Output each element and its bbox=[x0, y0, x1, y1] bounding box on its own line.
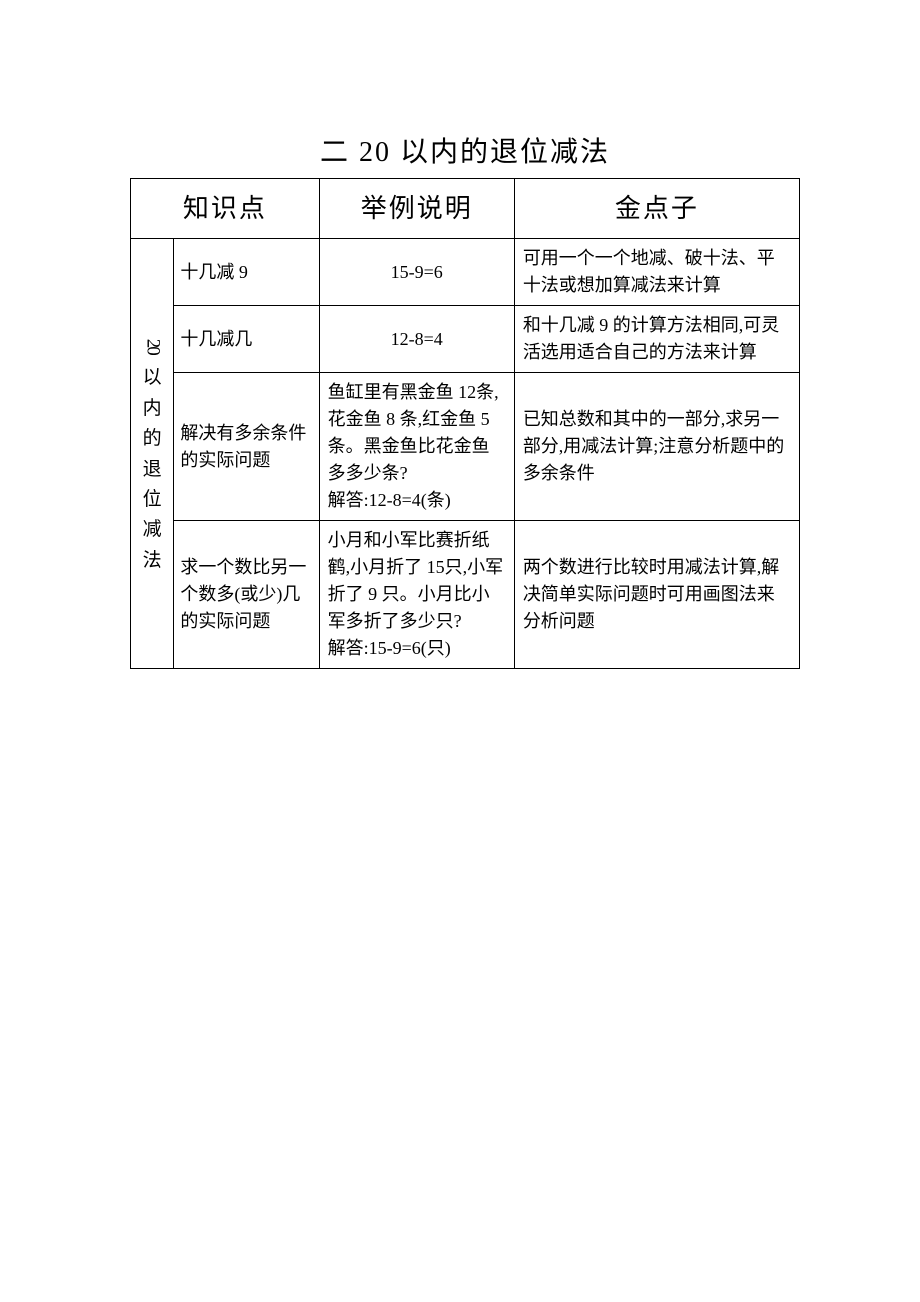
main-table: 知识点 举例说明 金点子 20 以 内 的 退 位 减 法 十几减 9 15-9… bbox=[130, 178, 800, 669]
vertical-char: 内 bbox=[139, 394, 165, 424]
vertical-char: 法 bbox=[139, 546, 165, 576]
page-title: 二 20 以内的退位减法 bbox=[130, 130, 800, 170]
vertical-char: 减 bbox=[139, 515, 165, 545]
example-cell: 15-9=6 bbox=[319, 239, 514, 306]
vertical-char: 退 bbox=[139, 455, 165, 485]
example-cell: 小月和小军比赛折纸鹤,小月折了 15只,小军折了 9 只。小月比小军多折了多少只… bbox=[319, 521, 514, 669]
tip-cell: 已知总数和其中的一部分,求另一部分,用减法计算;注意分析题中的多余条件 bbox=[514, 373, 799, 521]
vertical-char: 的 bbox=[139, 424, 165, 454]
table-row: 十几减几 12-8=4 和十几减 9 的计算方法相同,可灵活选用适合自己的方法来… bbox=[131, 306, 800, 373]
sub-label: 解决有多余条件的实际问题 bbox=[174, 373, 319, 521]
table-row: 求一个数比另一个数多(或少)几的实际问题 小月和小军比赛折纸鹤,小月折了 15只… bbox=[131, 521, 800, 669]
tip-cell: 和十几减 9 的计算方法相同,可灵活选用适合自己的方法来计算 bbox=[514, 306, 799, 373]
header-knowledge: 知识点 bbox=[131, 179, 320, 239]
sub-label: 十几减 9 bbox=[174, 239, 319, 306]
vertical-char: 以 bbox=[139, 363, 165, 393]
sub-label: 十几减几 bbox=[174, 306, 319, 373]
vertical-char: 位 bbox=[139, 485, 165, 515]
table-row: 解决有多余条件的实际问题 鱼缸里有黑金鱼 12条,花金鱼 8 条,红金鱼 5 条… bbox=[131, 373, 800, 521]
tip-cell: 可用一个一个地减、破十法、平十法或想加算减法来计算 bbox=[514, 239, 799, 306]
vertical-label-20: 20 bbox=[137, 333, 167, 359]
example-cell: 12-8=4 bbox=[319, 306, 514, 373]
header-example: 举例说明 bbox=[319, 179, 514, 239]
example-cell: 鱼缸里有黑金鱼 12条,花金鱼 8 条,红金鱼 5 条。黑金鱼比花金鱼多多少条?… bbox=[319, 373, 514, 521]
sub-label: 求一个数比另一个数多(或少)几的实际问题 bbox=[174, 521, 319, 669]
tip-cell: 两个数进行比较时用减法计算,解决简单实际问题时可用画图法来分析问题 bbox=[514, 521, 799, 669]
header-tip: 金点子 bbox=[514, 179, 799, 239]
table-row: 20 以 内 的 退 位 减 法 十几减 9 15-9=6 可用一个一个地减、破… bbox=[131, 239, 800, 306]
main-category-label: 20 以 内 的 退 位 减 法 bbox=[131, 239, 174, 669]
header-row: 知识点 举例说明 金点子 bbox=[131, 179, 800, 239]
